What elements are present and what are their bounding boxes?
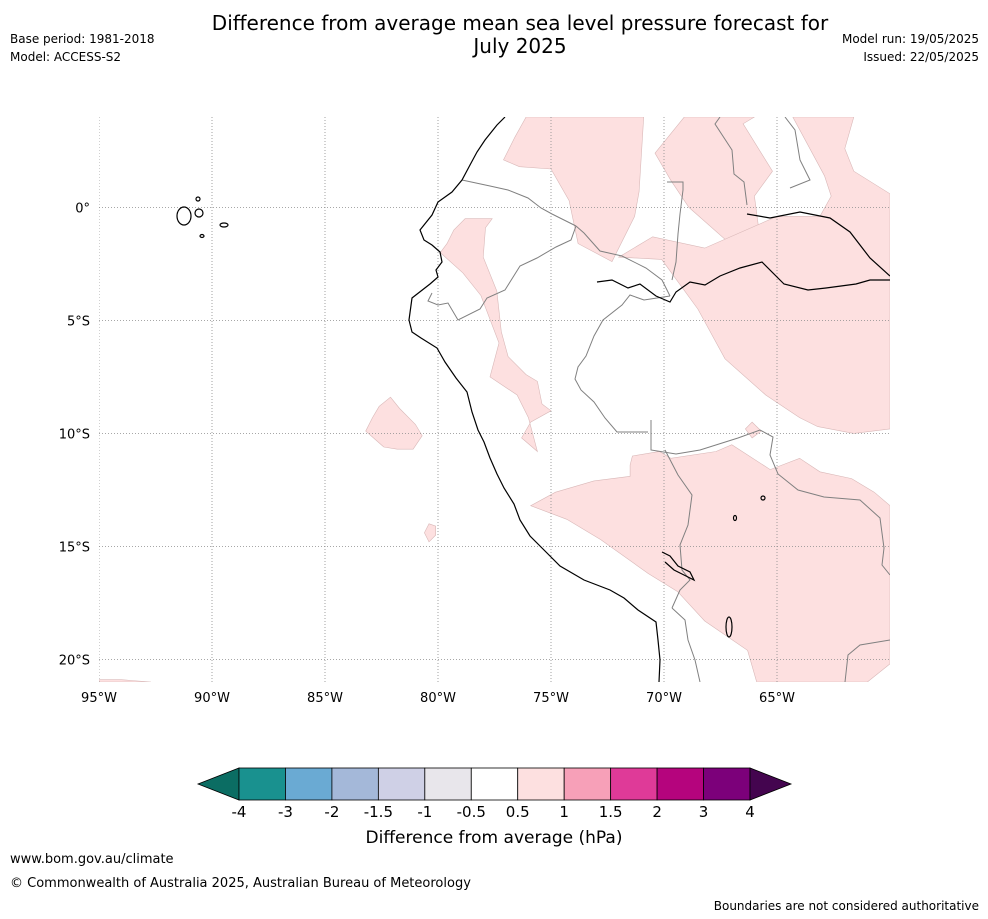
- colorbar-swatch: [238, 767, 286, 801]
- colorbar-tick-label: -0.5: [457, 803, 486, 821]
- colorbar-tick-label: 2: [652, 803, 662, 821]
- colorbar-swatch: [517, 767, 565, 801]
- boundaries-disclaimer: Boundaries are not considered authoritat…: [713, 899, 979, 913]
- colorbar-under-arrow: [196, 767, 240, 801]
- negro-river: [746, 211, 890, 277]
- copyright-notice: © Commonwealth of Australia 2025, Austra…: [10, 876, 471, 891]
- lat-tick-label: 15°S: [59, 540, 90, 555]
- peru-brazil-border: [574, 294, 671, 433]
- lon-tick-label: 70°W: [646, 691, 682, 706]
- colorbar-swatch: [331, 767, 379, 801]
- galapagos-north-island: [195, 196, 201, 202]
- title-line-2: July 2025: [473, 34, 567, 58]
- gridlines: [99, 117, 890, 682]
- colorbar-tick-label: 4: [745, 803, 755, 821]
- anomaly-region-4: [439, 218, 552, 453]
- lat-tick-label: 20°S: [59, 653, 90, 668]
- anomaly-region-3: [617, 117, 890, 434]
- chile-bolivia-border: [671, 607, 701, 682]
- colorbar-tick-label: 3: [699, 803, 709, 821]
- title-line-1: Difference from average mean sea level p…: [211, 11, 829, 35]
- colorbar-tick-label: -1.5: [364, 803, 393, 821]
- galapagos-san-cristobal: [219, 222, 229, 228]
- colorbar-swatch: [470, 767, 519, 801]
- colorbar-swatches: [196, 767, 793, 801]
- galapagos-santa-cruz: [194, 208, 204, 218]
- map-title: Difference from average mean sea level p…: [190, 12, 850, 58]
- bolivia-lake-1: [760, 495, 766, 501]
- map-area: [99, 117, 890, 682]
- galapagos-espanola: [199, 233, 205, 239]
- venezuela-guyana-border: [784, 117, 811, 189]
- colorbar-tick-label: -3: [278, 803, 293, 821]
- bom-url[interactable]: www.bom.gov.au/climate: [10, 852, 174, 867]
- colorbar-tick-labels: -4 -3 -2 -1.5 -1 -0.5 0.5 1 1.5 2 3 4: [232, 803, 755, 821]
- coastlines: [176, 117, 890, 682]
- lon-tick-label: 65°W: [759, 691, 795, 706]
- meta-right: Model run: 19/05/2025 Issued: 22/05/2025: [842, 30, 979, 66]
- lake-poopo: [725, 616, 733, 638]
- bolivia-paraguay-border: [844, 639, 890, 682]
- pacific-coastline: [408, 117, 661, 682]
- lon-tick-label: 75°W: [533, 691, 569, 706]
- anomaly-region-8: [529, 444, 890, 682]
- colorbar-swatch: [377, 767, 426, 801]
- colorbar-tick-label: -4: [232, 803, 247, 821]
- lat-tick-label: 10°S: [59, 427, 90, 442]
- lon-tick-label: 90°W: [194, 691, 230, 706]
- latitude-tick-labels: 0° 5°S 10°S 15°S 20°S: [59, 201, 90, 668]
- colorbar-swatch: [424, 767, 472, 801]
- colorbar-tick-label: 1.5: [599, 803, 623, 821]
- colombia-peru-border: [575, 225, 671, 297]
- colorbar-swatch: [656, 767, 704, 801]
- colombia-ecuador-border: [461, 179, 577, 227]
- anomaly-regions: [99, 117, 890, 682]
- lake-titicaca: [661, 551, 696, 582]
- peru-bolivia-border: [664, 449, 693, 609]
- ecuador-peru-border: [427, 225, 577, 321]
- colorbar: -4 -3 -2 -1.5 -1 -0.5 0.5 1 1.5 2 3 4 Difference fr…: [196, 767, 793, 848]
- colorbar-tick-label: -2: [324, 803, 339, 821]
- model-run: Model run: 19/05/2025: [841, 32, 979, 46]
- galapagos-isabela: [176, 206, 192, 226]
- longitude-tick-labels: 95°W 90°W 85°W 80°W 75°W 70°W 65°W: [81, 691, 795, 706]
- country-borders: [427, 117, 890, 682]
- colorbar-tick-label: 1: [559, 803, 569, 821]
- lon-tick-label: 80°W: [420, 691, 456, 706]
- colorbar-swatch: [703, 767, 751, 801]
- lon-tick-label: 85°W: [307, 691, 343, 706]
- amazon-river: [596, 261, 890, 303]
- lon-tick-label: 95°W: [81, 691, 117, 706]
- colorbar-label: Difference from average (hPa): [366, 828, 623, 848]
- issued-date: Issued: 22/05/2025: [863, 50, 979, 64]
- anomaly-region-9: [99, 679, 152, 682]
- anomaly-region-6: [424, 523, 437, 543]
- anomaly-region-5: [365, 396, 423, 450]
- base-period: Base period: 1981-2018: [10, 32, 155, 46]
- colombia-brazil-border: [667, 181, 684, 281]
- colorbar-over-arrow: [749, 767, 793, 801]
- meta-left: Base period: 1981-2018 Model: ACCESS-S2: [10, 30, 155, 66]
- colorbar-swatch: [610, 767, 658, 801]
- lat-tick-label: 5°S: [67, 314, 90, 329]
- anomaly-region-1: [503, 117, 645, 263]
- bolivia-lake-2: [732, 514, 738, 522]
- bolivia-brazil-border: [650, 420, 890, 576]
- colorbar-tick-label: 0.5: [506, 803, 530, 821]
- lat-tick-label: 0°: [75, 201, 90, 216]
- model-name: Model: ACCESS-S2: [10, 50, 122, 64]
- colombia-venezuela-border: [714, 117, 748, 206]
- colorbar-swatch: [563, 767, 612, 801]
- colorbar-tick-label: -1: [417, 803, 432, 821]
- colorbar-swatch: [285, 767, 333, 801]
